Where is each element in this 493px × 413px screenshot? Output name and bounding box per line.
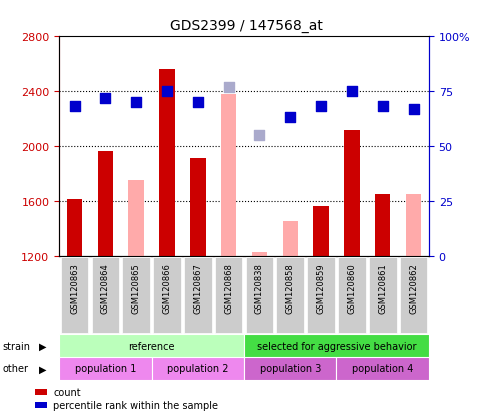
Point (348, 89, 356, 95)
Text: ▶: ▶ (39, 363, 47, 374)
Point (132, 100, 140, 106)
Text: GDS2399 / 147568_at: GDS2399 / 147568_at (170, 19, 323, 33)
Text: strain: strain (2, 341, 31, 351)
Bar (221, 95, 236, 256)
Text: count: count (53, 387, 81, 397)
FancyBboxPatch shape (400, 258, 427, 333)
Bar (159, 70, 175, 256)
Bar (344, 130, 359, 256)
Text: GSM120859: GSM120859 (317, 262, 325, 313)
FancyBboxPatch shape (277, 258, 304, 333)
Bar (282, 222, 298, 256)
FancyBboxPatch shape (61, 258, 88, 333)
Text: selected for aggressive behavior: selected for aggressive behavior (257, 341, 416, 351)
Text: GSM120860: GSM120860 (348, 262, 356, 313)
Point (70, 104, 78, 111)
Bar (375, 195, 390, 256)
Text: GSM120866: GSM120866 (163, 262, 172, 313)
Bar (35, 403, 46, 408)
Text: other: other (2, 363, 29, 374)
Bar (406, 195, 421, 256)
Text: GSM120861: GSM120861 (378, 262, 387, 313)
Text: GSM120867: GSM120867 (193, 262, 202, 313)
Bar (244, 335, 429, 357)
Text: percentile rank within the sample: percentile rank within the sample (53, 401, 218, 411)
Text: population 1: population 1 (75, 363, 136, 374)
Bar (59, 357, 152, 380)
Text: population 2: population 2 (167, 363, 229, 374)
Text: GSM120858: GSM120858 (286, 262, 295, 313)
Text: GSM120868: GSM120868 (224, 262, 233, 313)
Bar (59, 335, 244, 357)
FancyBboxPatch shape (153, 258, 181, 333)
Bar (35, 389, 46, 395)
Text: ▶: ▶ (39, 341, 47, 351)
Bar (314, 207, 329, 256)
Text: population 4: population 4 (352, 363, 413, 374)
Point (102, 95, 109, 102)
Point (379, 104, 387, 111)
FancyBboxPatch shape (92, 258, 119, 333)
FancyBboxPatch shape (307, 258, 335, 333)
Point (286, 115, 294, 121)
Text: GSM120865: GSM120865 (132, 262, 141, 313)
Bar (98, 152, 113, 256)
Bar (244, 357, 336, 380)
Bar (67, 200, 82, 256)
Point (410, 106, 418, 113)
Point (225, 84, 233, 91)
Text: GSM120862: GSM120862 (409, 262, 418, 313)
Point (255, 133, 263, 139)
FancyBboxPatch shape (338, 258, 366, 333)
Text: GSM120864: GSM120864 (101, 262, 110, 313)
Bar (129, 181, 144, 256)
Bar (252, 252, 267, 256)
FancyBboxPatch shape (215, 258, 243, 333)
FancyBboxPatch shape (122, 258, 150, 333)
Bar (190, 159, 206, 256)
Bar (336, 357, 429, 380)
Text: GSM120863: GSM120863 (70, 262, 79, 313)
FancyBboxPatch shape (369, 258, 396, 333)
FancyBboxPatch shape (184, 258, 211, 333)
Point (163, 89, 171, 95)
Point (317, 104, 325, 111)
Text: population 3: population 3 (260, 363, 321, 374)
FancyBboxPatch shape (246, 258, 273, 333)
Text: GSM120838: GSM120838 (255, 262, 264, 313)
Point (194, 100, 202, 106)
Bar (152, 357, 244, 380)
Text: reference: reference (128, 341, 175, 351)
